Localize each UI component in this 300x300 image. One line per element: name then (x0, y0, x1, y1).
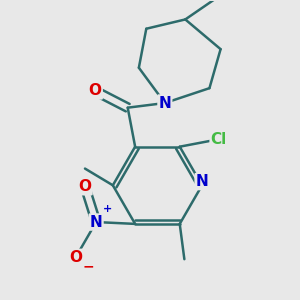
Text: −: − (83, 260, 94, 274)
Text: O: O (89, 83, 102, 98)
Text: O: O (79, 179, 92, 194)
Text: N: N (158, 95, 171, 110)
Text: N: N (196, 174, 208, 189)
Text: Cl: Cl (211, 132, 227, 147)
Text: N: N (90, 214, 103, 230)
Text: +: + (103, 204, 112, 214)
Text: O: O (69, 250, 82, 265)
